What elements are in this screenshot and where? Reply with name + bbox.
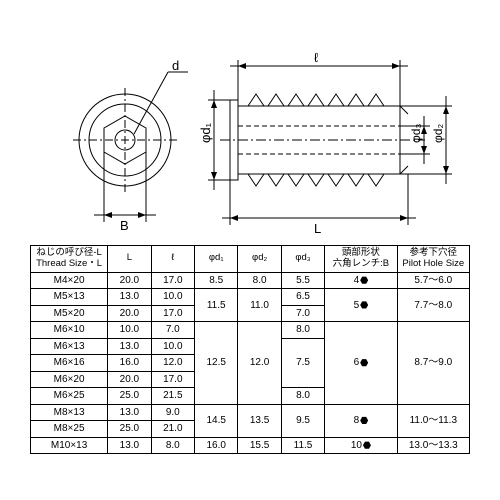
spec-table: ねじの呼び径-L Thread Size・L L ℓ φd₁ φd₂ φd₃ 頭…	[30, 245, 470, 454]
label-d2: φd₂	[431, 124, 445, 143]
label-d1: φd₁	[198, 122, 213, 143]
th-l: ℓ	[151, 246, 194, 273]
label-l: ℓ	[314, 50, 319, 65]
table-row: M5×13 13.0 10.0 11.5 11.0 6.5 5 7.7～8.0	[31, 289, 470, 306]
table-row: M8×13 13.0 9.0 14.5 13.5 9.5 8 11.0～11.3	[31, 404, 470, 421]
th-thread: ねじの呼び径-L Thread Size・L	[31, 246, 108, 273]
table-row: M6×10 10.0 7.0 12.5 12.0 8.0 6 8.7～9.0	[31, 322, 470, 339]
drawing-svg: d B	[30, 30, 470, 245]
hex-icon	[360, 276, 368, 284]
th-pilot: 参考下穴径 Pilot Hole Size	[397, 246, 469, 273]
label-d: d	[172, 58, 179, 73]
table-row: M4×20 20.0 17.0 8.5 8.0 5.5 4 5.7～6.0	[31, 272, 470, 289]
th-hex: 頭部形状 六角レンチ:B	[325, 246, 397, 273]
label-d3: φd₃	[409, 124, 423, 143]
hex-icon	[360, 301, 368, 309]
hex-icon	[360, 359, 368, 367]
hex-icon	[363, 441, 371, 449]
table-row: M10×13 13.0 8.0 16.0 15.5 11.5 10 13.0～1…	[31, 437, 470, 454]
th-L: L	[108, 246, 151, 273]
th-d1: φd₁	[195, 246, 238, 273]
page: d B	[0, 0, 500, 500]
label-L: L	[314, 221, 321, 236]
spec-table-wrap: ねじの呼び径-L Thread Size・L L ℓ φd₁ φd₂ φd₃ 頭…	[30, 245, 470, 454]
th-d3: φd₃	[281, 246, 324, 273]
teeth-bottom	[248, 174, 384, 186]
hex-icon	[360, 416, 368, 424]
table-header-row: ねじの呼び径-L Thread Size・L L ℓ φd₁ φd₂ φd₃ 頭…	[31, 246, 470, 273]
technical-drawing: d B	[30, 30, 470, 245]
th-d2: φd₂	[238, 246, 281, 273]
label-B: B	[120, 218, 129, 233]
table-body: M4×20 20.0 17.0 8.5 8.0 5.5 4 5.7～6.0 M5…	[31, 272, 470, 454]
teeth-top	[248, 94, 384, 106]
